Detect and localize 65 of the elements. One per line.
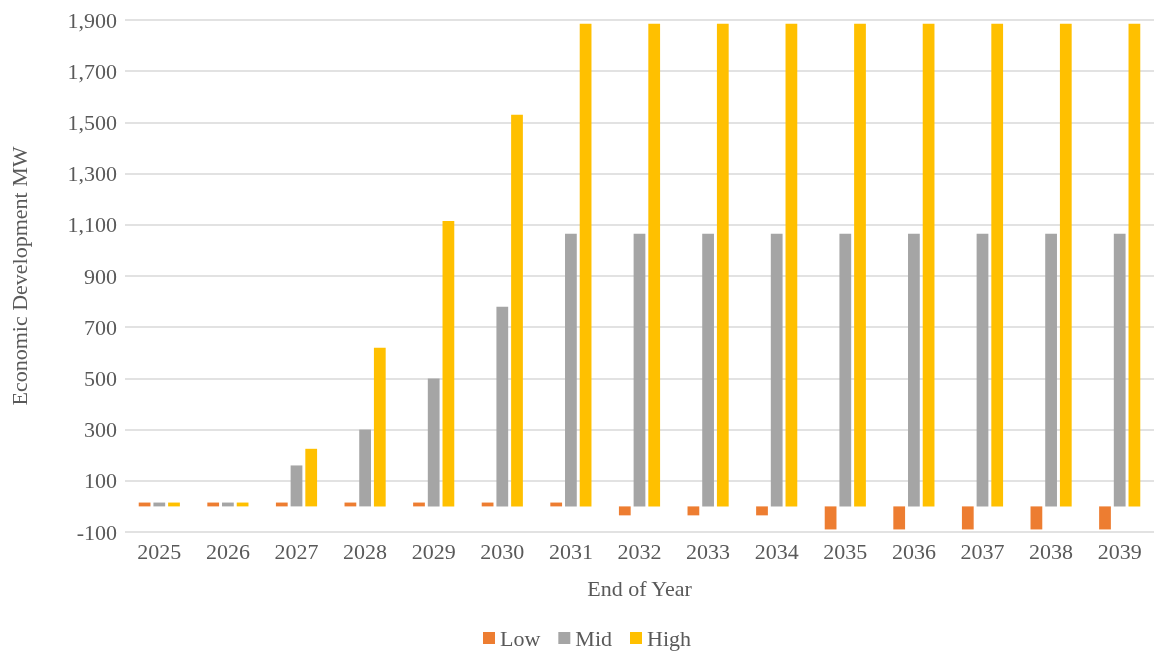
bar — [961, 506, 974, 530]
bar — [579, 23, 592, 507]
y-tick-label: 500 — [84, 365, 117, 391]
y-tick-label: 1,700 — [67, 58, 117, 84]
y-axis-title: Economic Development MW — [6, 146, 32, 406]
bar — [359, 429, 371, 507]
x-tick-label: 2031 — [548, 538, 593, 564]
y-tick-label: 1,300 — [67, 161, 117, 187]
legend-label: Low — [500, 625, 541, 651]
bar — [893, 506, 906, 530]
bar — [976, 233, 989, 507]
bar — [496, 306, 509, 507]
bar — [770, 233, 783, 507]
bar — [648, 23, 661, 507]
bar — [1030, 506, 1043, 530]
bar — [633, 233, 646, 507]
x-tick-label: 2037 — [960, 538, 1005, 564]
bar — [702, 233, 714, 507]
bar — [756, 506, 768, 516]
bar — [305, 448, 318, 507]
bar — [1045, 233, 1057, 507]
y-tick-label: 1,500 — [67, 109, 117, 135]
x-tick-label: 2036 — [891, 538, 936, 564]
x-tick-label: 2028 — [343, 538, 388, 564]
bar — [442, 220, 455, 507]
y-tick-label: 300 — [84, 417, 117, 443]
y-tick-label: 900 — [84, 263, 117, 289]
bar — [427, 378, 440, 507]
bar — [1059, 23, 1072, 507]
x-tick-label: 2025 — [137, 538, 182, 564]
x-tick-label: 2033 — [686, 538, 731, 564]
bar — [908, 233, 920, 507]
y-tick-label: 1,100 — [67, 212, 117, 238]
x-tick-label: 2039 — [1097, 538, 1142, 564]
bar — [290, 465, 303, 507]
x-tick-label: 2027 — [274, 538, 319, 564]
bar — [373, 347, 386, 507]
bar — [716, 23, 729, 507]
x-tick-label: 2030 — [480, 538, 525, 564]
bar — [1099, 506, 1111, 530]
y-tick-label: -100 — [76, 519, 117, 545]
bar — [618, 506, 631, 516]
bar — [565, 233, 577, 507]
bar — [991, 23, 1004, 507]
x-tick-label: 2034 — [754, 538, 799, 564]
bar — [922, 23, 935, 507]
x-tick-label: 2032 — [617, 538, 662, 564]
x-tick-label: 2038 — [1029, 538, 1074, 564]
bar — [1113, 233, 1126, 507]
legend-label: High — [647, 625, 691, 651]
y-tick-label: 1,900 — [67, 7, 117, 33]
bar — [854, 23, 866, 507]
bar — [785, 23, 798, 507]
bar — [1128, 23, 1141, 507]
y-tick-label: 100 — [84, 468, 117, 494]
legend-label: Mid — [575, 625, 613, 651]
x-axis-title: End of Year — [587, 575, 693, 601]
bar — [511, 114, 523, 507]
bar — [839, 233, 852, 507]
y-tick-label: 700 — [84, 314, 117, 340]
x-tick-label: 2035 — [823, 538, 868, 564]
bar — [687, 506, 700, 516]
bar — [824, 506, 837, 530]
x-tick-label: 2029 — [411, 538, 456, 564]
x-tick-label: 2026 — [205, 538, 250, 564]
